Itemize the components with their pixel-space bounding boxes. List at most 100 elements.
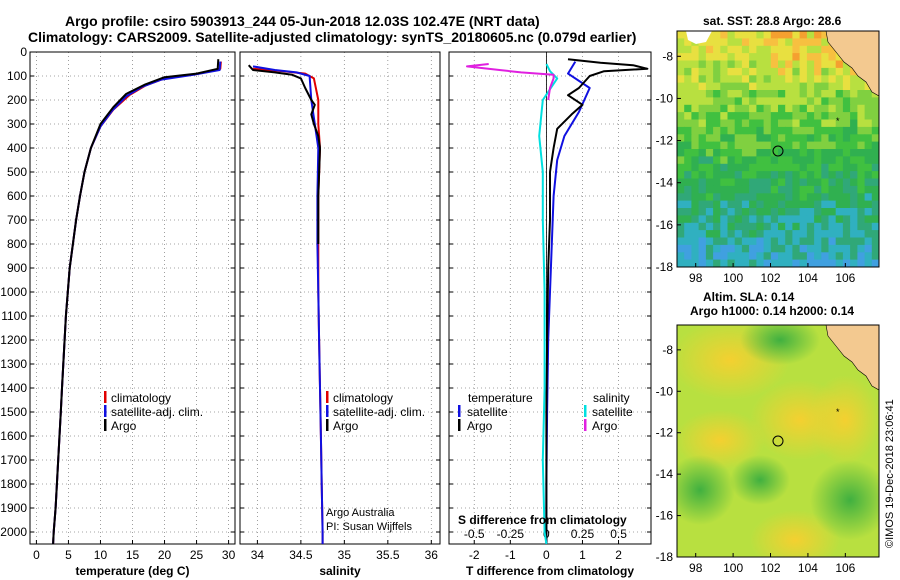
sst-cell (842, 215, 851, 224)
legend-swatch-t-argo (458, 419, 461, 431)
sst-cell (871, 185, 879, 194)
sst-cell (691, 200, 700, 209)
sst-cell (799, 31, 808, 39)
salinity-xlabel: salinity (319, 564, 361, 578)
sst-cell (684, 171, 692, 180)
sst-cell (842, 149, 851, 157)
sst-cell (864, 178, 873, 187)
sst-cell (677, 104, 685, 113)
legend-swatch-s-satellite (584, 405, 587, 417)
sst-cell (785, 178, 793, 187)
sst-cell (713, 119, 721, 128)
sst-cell (792, 237, 801, 246)
y-tick-label: 1400 (0, 381, 27, 395)
sst-cell (763, 230, 772, 239)
temperature-legend: climatology satellite-adj. clim. Argo (104, 391, 203, 433)
sst-cell (770, 141, 779, 150)
sst-cell (850, 244, 858, 253)
sst-cell (778, 82, 786, 91)
sst-cell (720, 230, 729, 239)
x-tick-label: -1 (505, 548, 516, 562)
sst-cell (727, 149, 736, 157)
sst-cell (705, 178, 714, 187)
sst-cell (720, 60, 729, 69)
sst-cell (806, 90, 815, 98)
sst-cell (806, 193, 815, 202)
x-tick-label: 2 (615, 548, 622, 562)
sst-cell (814, 215, 822, 224)
sst-cell (828, 67, 837, 76)
sst-cell (864, 97, 873, 106)
sst-cell (792, 134, 801, 143)
sst-cell (691, 163, 700, 172)
difference-xlabel: T difference from climatology (466, 564, 634, 578)
map-y-tick-label: -16 (656, 218, 674, 232)
sst-cell (770, 230, 779, 239)
sst-cell (684, 67, 692, 76)
sst-cell (814, 237, 822, 246)
sst-cell (705, 104, 714, 113)
sst-cell (698, 119, 707, 128)
sst-cell (842, 126, 851, 135)
map-y-tick-label: -10 (656, 91, 674, 105)
legend-title-temperature: temperature (468, 391, 533, 405)
sst-cell (799, 185, 808, 194)
sst-cell (821, 38, 830, 47)
series-line-argo (247, 64, 321, 244)
sst-cell (749, 163, 757, 172)
sst-cell (778, 149, 786, 157)
sst-cell (698, 171, 707, 180)
sst-cell (828, 237, 837, 246)
sst-cell (778, 141, 786, 150)
sst-cell (806, 230, 815, 239)
sst-cell (727, 237, 736, 246)
sst-cell (871, 97, 879, 106)
sst-cell (857, 237, 866, 246)
sst-cell (734, 178, 743, 187)
sst-cell (684, 45, 692, 54)
sst-cell (835, 200, 844, 209)
sst-cell (814, 112, 822, 121)
salinity-frame (239, 51, 441, 545)
sst-cell (821, 252, 830, 261)
sst-cell (713, 60, 721, 69)
sst-cell (792, 215, 801, 224)
land-mask-sst (686, 31, 879, 97)
sst-cell (720, 82, 729, 91)
sst-cell (864, 244, 873, 253)
sst-cell (828, 222, 837, 231)
sst-cell (835, 230, 844, 239)
sst-cell (691, 97, 700, 106)
sst-cell (720, 185, 729, 194)
sst-cell (713, 90, 721, 98)
sst-cell (828, 60, 837, 69)
sst-cell (720, 208, 729, 216)
sst-cell (778, 45, 786, 54)
credit-line-1: Argo Australia (326, 507, 395, 519)
sst-cell (741, 60, 750, 69)
sst-cell (705, 156, 714, 165)
sst-cell (727, 185, 736, 194)
sst-cell (828, 149, 837, 157)
sst-cell (864, 200, 873, 209)
map-y-tick-label: -18 (656, 260, 674, 274)
sst-cell (857, 112, 866, 121)
temperature-series (52, 59, 222, 544)
sst-cell (778, 67, 786, 76)
sst-cell (792, 104, 801, 113)
sst-cell (835, 53, 844, 62)
x-tick-label: 10 (94, 548, 108, 562)
sst-cell (749, 126, 757, 135)
sst-cell (835, 185, 844, 194)
sst-cell (741, 185, 750, 194)
sst-cell (828, 185, 837, 194)
sst-cell (792, 259, 801, 267)
sst-cell (698, 193, 707, 202)
temperature-panel: 0100200300400500600700800900100011001200… (0, 45, 235, 578)
sst-cell (821, 75, 830, 84)
sst-cell (713, 163, 721, 172)
sst-cell (756, 237, 765, 246)
sst-cell (691, 171, 700, 180)
sst-cell (871, 244, 879, 253)
sst-cell (785, 134, 793, 143)
